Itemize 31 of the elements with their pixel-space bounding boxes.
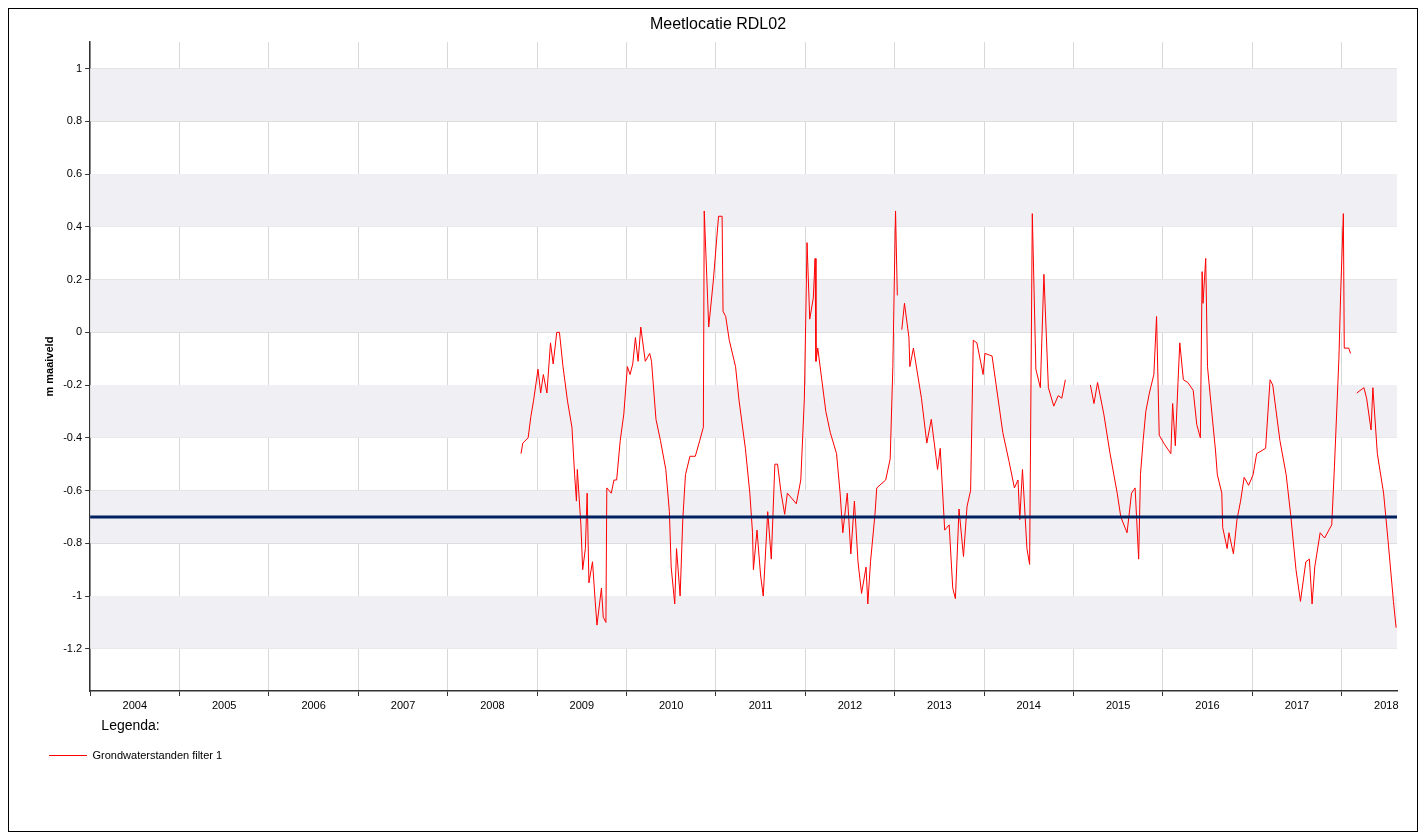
x-tick-label: 2007 [390,698,416,711]
y-tick-label: 0.6 [66,167,83,180]
y-tick-label: 0.2 [66,272,83,285]
y-tick-label: 0.4 [66,219,83,232]
x-tick-label: 2018 [1374,698,1399,711]
x-tick-label: 2009 [569,698,595,711]
y-axis-title: m maaiveld [42,336,55,397]
chart-title: Meetlocatie RDL02 [649,15,787,33]
y-tick-label: -1.2 [63,641,83,654]
x-tick-label: 2008 [480,698,505,711]
y-tick-label: -0.6 [63,483,83,496]
x-tick-label: 2015 [1105,698,1131,711]
x-tick-label: 2004 [122,698,148,711]
x-tick-label: 2012 [837,698,863,711]
x-tick-label: 2010 [658,698,684,711]
x-tick-label: 2011 [748,698,773,711]
y-tick-label: -1 [72,589,83,602]
x-tick-label: 2013 [927,698,952,711]
legend-title: Legenda: [101,717,160,734]
x-tick-label: 2016 [1195,698,1220,711]
y-tick-label: 1 [76,61,83,74]
x-tick-label: 2006 [301,698,326,711]
y-tick-label: -0.4 [63,430,83,443]
legend-label: Grondwaterstanden filter 1 [92,748,223,761]
x-tick-label: 2014 [1016,698,1041,711]
y-tick-label: -0.2 [63,378,83,391]
y-tick-label: 0 [76,325,83,338]
x-tick-label: 2017 [1284,698,1310,711]
y-tick-label: -0.8 [63,536,83,549]
y-tick-label: 0.8 [66,114,83,127]
x-tick-label: 2005 [211,698,237,711]
